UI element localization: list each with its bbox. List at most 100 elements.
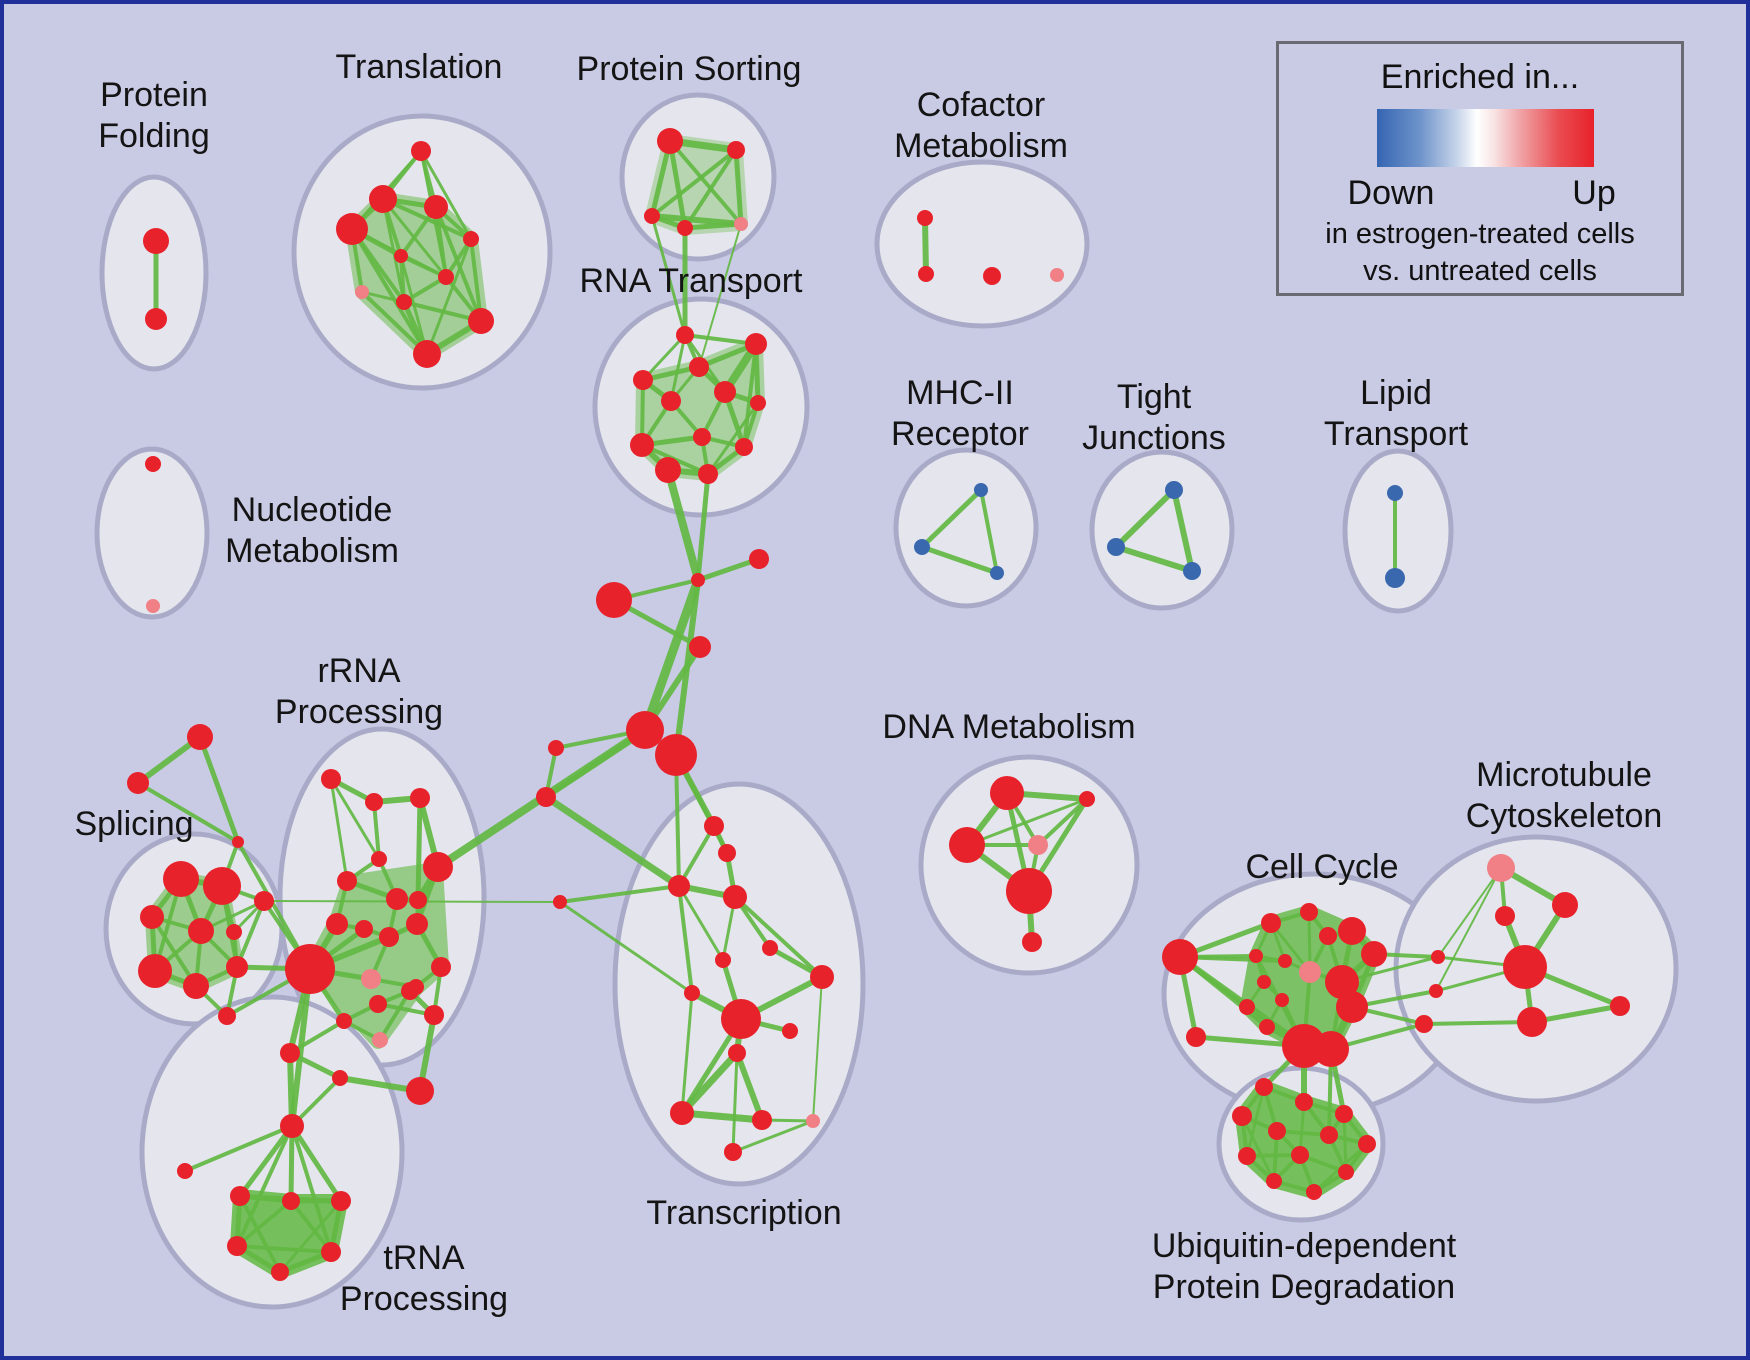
network-node [1028,835,1048,855]
network-edge [543,727,648,800]
network-edge [922,215,929,277]
network-node [1415,1015,1433,1033]
network-node [468,308,494,334]
network-node [1022,932,1042,952]
network-canvas: Protein Folding Translation Protein Sorting… [74,48,1679,1318]
network-edge [1422,1020,1534,1026]
network-node [369,995,387,1013]
network-edge [1036,797,1089,847]
network-edge [1171,487,1195,574]
network-node [177,1163,193,1179]
network-node [596,582,632,618]
network-node [723,885,747,909]
network-edge [678,1109,766,1124]
network-edge [290,1124,333,1254]
network-edge [287,1050,295,1129]
cluster-label-protein-folding: Protein Folding [98,76,210,155]
network-edge [695,471,711,583]
network-node [438,269,454,285]
network-node [1552,892,1578,918]
network-node [1259,1019,1275,1035]
legend-box: Enriched in... Down Up in estrogen-treat… [1276,41,1684,296]
network-edge [235,1124,294,1248]
network-node [187,724,213,750]
network-node [698,464,718,484]
cluster-label-tight-junctions: Tight Junctions [1082,378,1226,457]
network-edge [734,1050,765,1123]
network-node [1275,993,1289,1007]
network-edge [378,989,412,1042]
network-node [745,333,767,355]
network-node [704,816,724,836]
network-node [1325,965,1359,999]
network-edge [289,1199,333,1254]
network-edge [683,148,738,230]
network-node [1278,954,1292,968]
network-node [226,924,242,940]
network-node [355,285,369,299]
network-node [336,213,368,245]
network-node [689,636,711,658]
network-edge [235,1199,293,1248]
network-edge [237,1123,295,1199]
network-node [463,231,479,247]
network-node [1249,949,1263,963]
network-node [990,566,1004,580]
network-edge [733,895,824,979]
network-edge [425,237,473,356]
network-node [974,483,988,497]
network-edge [1437,867,1502,958]
network-node [1361,941,1387,967]
network-node [280,1114,304,1138]
network-edge [329,777,349,883]
network-node [1313,1031,1349,1067]
cluster-label-rna-transport: RNA Transport [580,262,804,300]
network-node [409,891,427,909]
network-node [406,913,428,935]
network-node [1239,999,1255,1015]
network-node [806,1114,820,1128]
network-node [536,787,556,807]
network-node [355,920,373,938]
network-edge [1435,867,1502,992]
network-node [145,456,161,472]
network-edge [731,1051,739,1154]
network-edge [469,237,483,323]
network-node [410,788,430,808]
network-edge [664,466,702,584]
network-edge [680,991,694,1115]
network-node [914,539,930,555]
network-node [990,776,1024,810]
network-edge [965,797,1089,847]
network-edge [235,899,266,969]
network-node [661,391,681,411]
network-node [1610,996,1630,1016]
cluster-label-cofactor-metabolism: Cofactor Metabolism [894,86,1068,165]
network-node [657,128,683,154]
network-node [365,793,383,811]
network-node [1320,1126,1338,1144]
network-node [1335,1105,1353,1123]
network-edge [677,824,716,888]
cluster-label-microtubule-cytoskeleton: Microtubule Cytoskeleton [1466,756,1663,835]
cluster-label-lipid-transport: Lipid Transport [1324,374,1469,453]
network-node [1295,1093,1313,1111]
network-edge [558,900,694,995]
network-edge [650,148,738,218]
network-edge [402,300,483,323]
network-node [630,433,654,457]
network-node [431,957,451,977]
network-edge [415,795,423,903]
network-edge [667,138,688,231]
network-edge [558,884,681,904]
network-node [321,1242,341,1262]
network-node [188,918,214,944]
network-node [655,457,681,483]
network-node [782,1023,798,1039]
network-edge [434,205,483,323]
network-node [1266,1173,1282,1189]
network-node [714,381,736,403]
legend-gradient-bar [1377,109,1594,167]
network-node [1291,1146,1309,1164]
network-node [282,1192,300,1210]
